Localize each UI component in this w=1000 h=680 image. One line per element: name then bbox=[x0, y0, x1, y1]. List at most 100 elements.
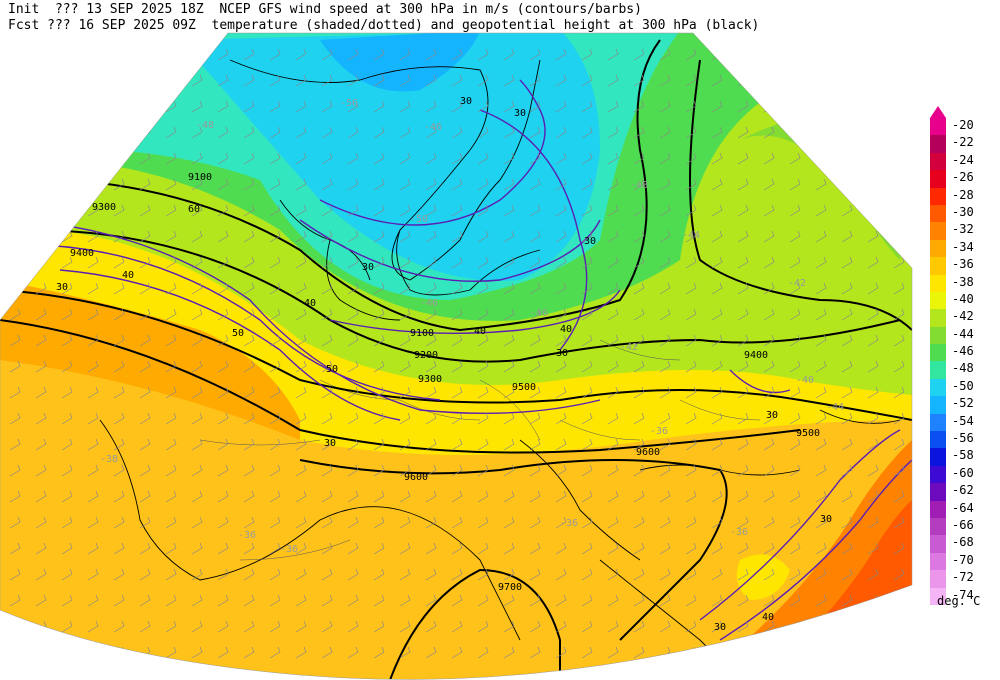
wind-barb bbox=[841, 568, 853, 581]
wind-barb bbox=[737, 360, 749, 373]
wind-barb bbox=[841, 438, 853, 451]
wind-contour-label: 40 bbox=[560, 324, 572, 335]
wind-barb bbox=[763, 152, 775, 165]
wind-barb bbox=[659, 490, 671, 503]
legend-label: -22 bbox=[952, 135, 974, 150]
wind-barb bbox=[321, 230, 333, 243]
wind-contour-label: 40 bbox=[304, 298, 316, 309]
legend-row: -44 bbox=[930, 326, 990, 345]
wind-barb bbox=[35, 152, 47, 165]
wind-barb bbox=[633, 542, 645, 555]
header-forecast-line: Fcst ??? 16 SEP 2025 09Z temperature (sh… bbox=[8, 18, 760, 33]
legend-label: -52 bbox=[952, 396, 974, 411]
wind-barb bbox=[425, 594, 437, 607]
wind-barb bbox=[399, 100, 411, 113]
wind-barb bbox=[347, 48, 359, 61]
wind-barb bbox=[659, 308, 671, 321]
wind-barb bbox=[373, 386, 385, 399]
wind-barb bbox=[607, 360, 619, 373]
wind-barb bbox=[269, 646, 281, 659]
wind-barb bbox=[165, 308, 177, 321]
wind-barb bbox=[737, 282, 749, 295]
height-contour-label: 9300 bbox=[92, 202, 116, 213]
wind-barb bbox=[269, 490, 281, 503]
wind-barb bbox=[61, 542, 73, 555]
legend-swatch bbox=[930, 344, 946, 362]
wind-barb bbox=[555, 334, 567, 347]
wind-barb bbox=[763, 126, 775, 139]
wind-barb bbox=[243, 646, 255, 659]
wind-barb bbox=[217, 438, 229, 451]
wind-barb bbox=[763, 230, 775, 243]
wind-barb bbox=[659, 334, 671, 347]
wind-barb bbox=[217, 568, 229, 581]
wind-barb bbox=[711, 646, 723, 659]
wind-barb bbox=[347, 646, 359, 659]
wind-barb bbox=[711, 178, 723, 191]
wind-barb bbox=[529, 412, 541, 425]
temp-band-cyan bbox=[180, 33, 600, 281]
legend-row: -24 bbox=[930, 152, 990, 171]
legend-label: -48 bbox=[952, 361, 974, 376]
height-contour-label: 9400 bbox=[744, 350, 768, 361]
wind-barb bbox=[633, 438, 645, 451]
height-contour-label: 9600 bbox=[636, 447, 660, 458]
wind-barb bbox=[685, 412, 697, 425]
wind-barb bbox=[503, 334, 515, 347]
wind-barb bbox=[139, 516, 151, 529]
wind-barb bbox=[555, 386, 567, 399]
wind-barb bbox=[737, 412, 749, 425]
wind-barb bbox=[815, 230, 827, 243]
wind-barb bbox=[503, 126, 515, 139]
legend-swatch bbox=[930, 396, 946, 414]
wind-barb bbox=[295, 126, 307, 139]
wind-barb bbox=[477, 412, 489, 425]
wind-barb bbox=[789, 178, 801, 191]
wind-barb bbox=[659, 178, 671, 191]
wind-barb bbox=[139, 620, 151, 633]
temperature-label: -36 bbox=[238, 530, 256, 541]
wind-barb bbox=[867, 126, 879, 139]
wind-barb bbox=[243, 74, 255, 87]
wind-contour-label: 30 bbox=[56, 282, 68, 293]
wind-barb bbox=[867, 412, 879, 425]
wind-barb bbox=[347, 490, 359, 503]
wind-barb bbox=[711, 568, 723, 581]
wind-barb bbox=[61, 594, 73, 607]
wind-barb bbox=[35, 178, 47, 191]
wind-barb bbox=[321, 334, 333, 347]
wind-contour-label: 30 bbox=[714, 622, 726, 633]
wind-barb bbox=[477, 152, 489, 165]
wind-barb bbox=[139, 178, 151, 191]
wind-barb bbox=[191, 542, 203, 555]
wind-barb bbox=[113, 464, 125, 477]
wind-barb bbox=[815, 412, 827, 425]
wind-barb bbox=[737, 204, 749, 217]
wind-barb bbox=[529, 100, 541, 113]
wind-barb bbox=[295, 360, 307, 373]
legend-row: -70 bbox=[930, 552, 990, 571]
wind-barb bbox=[113, 516, 125, 529]
wind-barb bbox=[815, 178, 827, 191]
wind-barb bbox=[815, 126, 827, 139]
wind-barb bbox=[711, 282, 723, 295]
wind-barb bbox=[685, 490, 697, 503]
wind-barb bbox=[503, 620, 515, 633]
wind-barb bbox=[763, 204, 775, 217]
wind-barb bbox=[607, 620, 619, 633]
wind-barb bbox=[269, 516, 281, 529]
wind-barb bbox=[789, 204, 801, 217]
wind-barb bbox=[139, 490, 151, 503]
wind-barb bbox=[711, 230, 723, 243]
wind-barb bbox=[347, 230, 359, 243]
wind-barb bbox=[685, 126, 697, 139]
wind-barb bbox=[9, 152, 21, 165]
legend-row: -32 bbox=[930, 222, 990, 240]
wind-barb bbox=[9, 646, 21, 659]
wind-barb bbox=[503, 204, 515, 217]
wind-barb bbox=[711, 490, 723, 503]
wind-barb bbox=[685, 516, 697, 529]
wind-barb bbox=[191, 412, 203, 425]
wind-barb bbox=[191, 152, 203, 165]
wind-barb bbox=[529, 204, 541, 217]
